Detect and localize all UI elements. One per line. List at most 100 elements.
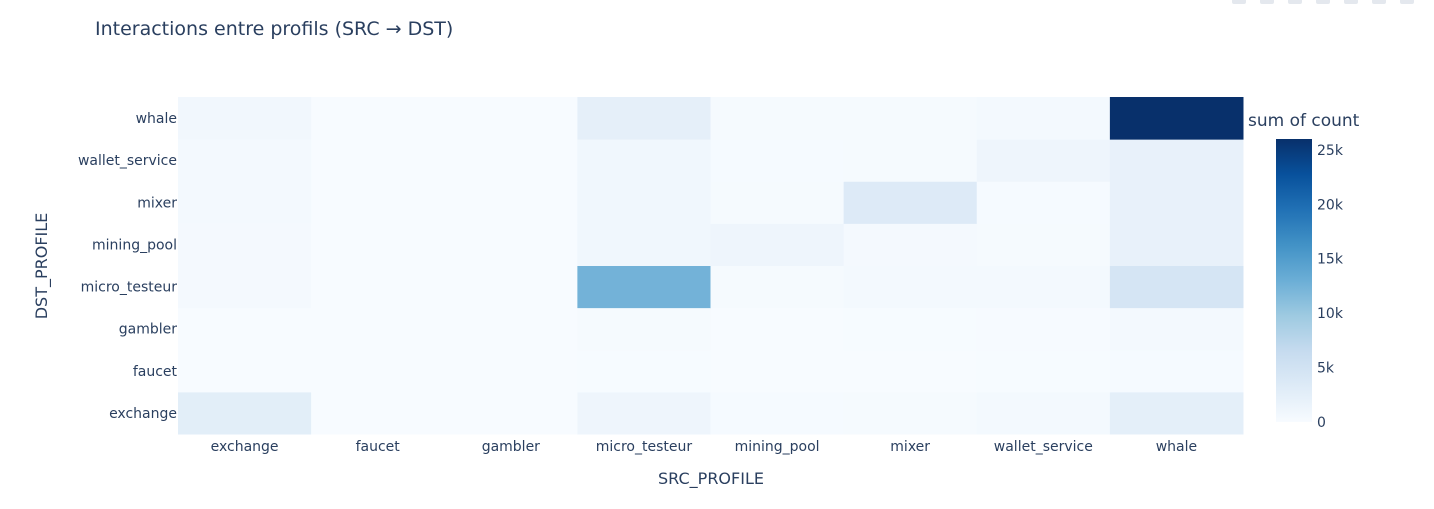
y-axis-ticks: exchange faucet gambler micro_testeur mining… [78, 111, 178, 422]
y-tick-label: exchange [109, 406, 177, 422]
heatmap-cell [1109, 139, 1244, 182]
chart-title: Interactions entre profils (SRC → DST) [95, 18, 453, 40]
colorbar-tick-label: 10k [1317, 306, 1344, 322]
heatmap-cell [843, 391, 978, 435]
colorbar [1276, 139, 1312, 422]
heatmap-cell [1109, 223, 1244, 266]
camera-icon[interactable] [1232, 0, 1246, 4]
heatmap-cell [1109, 97, 1244, 140]
heatmap-cell [577, 391, 711, 435]
heatmap-cell [1109, 265, 1244, 309]
heatmap-cells [178, 97, 1244, 435]
heatmap-cell [976, 181, 1111, 224]
reset-axes-icon[interactable] [1400, 0, 1414, 4]
heatmap-cell [710, 97, 845, 140]
colorbar-tick-label: 5k [1317, 361, 1335, 377]
heatmap-cell [976, 97, 1111, 140]
heatmap-cell [311, 307, 445, 351]
colorbar-title: sum of count [1248, 111, 1360, 131]
heatmap-cell [976, 307, 1111, 351]
y-tick-label: faucet [133, 364, 178, 380]
heatmap-cell [178, 139, 312, 182]
heatmap-cell [710, 223, 845, 266]
x-tick-label: whale [1156, 439, 1197, 455]
heatmap-cell [843, 139, 978, 182]
heatmap-cell [843, 349, 978, 393]
y-axis-title: DST_PROFILE [32, 213, 52, 320]
heatmap-cell [178, 181, 312, 224]
heatmap-cell [976, 223, 1111, 266]
heatmap-cell [843, 181, 978, 224]
heatmap-cell [577, 181, 711, 224]
y-tick-label: wallet_service [78, 153, 177, 169]
heatmap-cell [311, 223, 445, 266]
heatmap-cell [710, 349, 845, 393]
heatmap-cell [1109, 307, 1244, 351]
heatmap-cell [178, 97, 312, 140]
heatmap-cell [178, 307, 312, 351]
heatmap-cell [444, 97, 578, 140]
heatmap-cell [444, 349, 578, 393]
heatmap-cell [311, 139, 445, 182]
x-tick-label: micro_testeur [596, 439, 693, 455]
pan-icon[interactable] [1288, 0, 1302, 4]
heatmap-cell [976, 391, 1111, 435]
heatmap-cell [577, 265, 711, 309]
heatmap-cell [444, 307, 578, 351]
zoom-icon[interactable] [1260, 0, 1274, 4]
heatmap-cell [577, 307, 711, 351]
heatmap-cell [843, 97, 978, 140]
y-tick-label: gambler [119, 322, 177, 338]
x-tick-label: gambler [482, 439, 540, 455]
heatmap-cell [1109, 349, 1244, 393]
heatmap-cell [577, 349, 711, 393]
heatmap-cell [710, 139, 845, 182]
heatmap-cell [577, 97, 711, 140]
x-tick-label: mining_pool [735, 439, 820, 455]
heatmap-cell [577, 223, 711, 266]
x-tick-label: exchange [211, 439, 279, 455]
heatmap-cell [311, 181, 445, 224]
heatmap-cell [444, 223, 578, 266]
heatmap-cell [311, 391, 445, 435]
autoscale-icon[interactable] [1372, 0, 1386, 4]
heatmap-cell [444, 391, 578, 435]
heatmap-cell [843, 265, 978, 309]
heatmap-cell [311, 97, 445, 140]
heatmap-cell [843, 307, 978, 351]
heatmap-cell [311, 349, 445, 393]
heatmap-cell [976, 349, 1111, 393]
heatmap-cell [444, 139, 578, 182]
heatmap-cell [577, 139, 711, 182]
heatmap-cell [710, 181, 845, 224]
heatmap-cell [311, 265, 445, 309]
heatmap-cell [444, 265, 578, 309]
y-tick-label: mixer [137, 195, 177, 211]
heatmap-cell [710, 307, 845, 351]
x-axis-title: SRC_PROFILE [658, 469, 764, 489]
heatmap-cell [710, 391, 845, 435]
x-axis-ticks: exchange faucet gambler micro_testeur mining… [211, 439, 1198, 455]
x-tick-label: faucet [356, 439, 401, 455]
colorbar-tick-label: 0 [1317, 415, 1326, 431]
colorbar-tick-label: 20k [1317, 197, 1344, 213]
heatmap-cell [1109, 391, 1244, 435]
chart-modebar[interactable] [1232, 0, 1414, 4]
colorbar-tick-label: 25k [1317, 143, 1344, 159]
colorbar-tick-label: 15k [1317, 252, 1344, 268]
zoom-out-icon[interactable] [1344, 0, 1358, 4]
y-tick-label: micro_testeur [81, 280, 178, 296]
heatmap-cell [710, 265, 845, 309]
x-tick-label: mixer [890, 439, 930, 455]
heatmap-cell [178, 265, 312, 309]
y-tick-label: mining_pool [92, 237, 177, 253]
heatmap-cell [178, 391, 312, 435]
heatmap-cell [178, 223, 312, 266]
heatmap-cell [843, 223, 978, 266]
y-tick-label: whale [136, 111, 177, 127]
x-tick-label: wallet_service [994, 439, 1093, 455]
zoom-in-icon[interactable] [1316, 0, 1330, 4]
colorbar-ticks: 0 5k 10k 15k 20k 25k [1317, 143, 1344, 431]
heatmap-cell [1109, 181, 1244, 224]
